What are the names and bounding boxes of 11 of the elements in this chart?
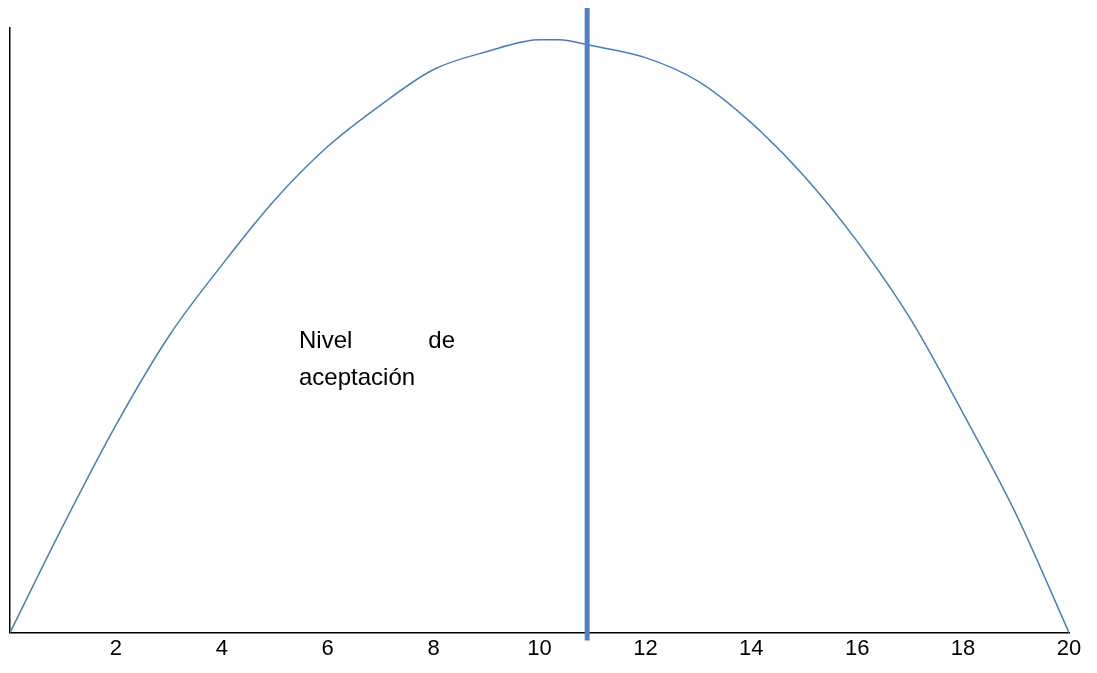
x-tick-label: 16: [844, 634, 870, 660]
x-tick-label: 18: [950, 634, 976, 660]
x-tick-label: 10: [527, 634, 552, 660]
annotation: Nivel de aceptación: [299, 325, 455, 393]
x-tick-label: 2: [109, 634, 123, 660]
x-tick-label: 14: [739, 634, 764, 660]
x-tick-label: 8: [427, 634, 440, 660]
x-tick-label: 12: [633, 634, 658, 660]
x-tick-label: 20: [1056, 634, 1082, 660]
x-tick-label: 4: [215, 634, 228, 660]
x-tick-label: 6: [321, 634, 334, 660]
